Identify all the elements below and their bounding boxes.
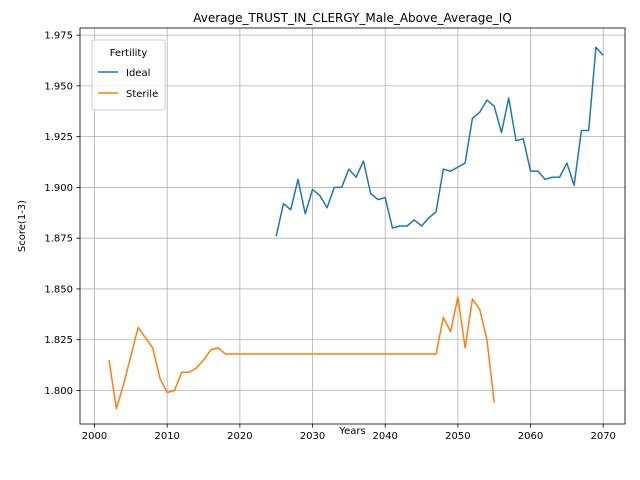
y-tick-label: 1.850 bbox=[44, 284, 73, 295]
y-tick-label: 1.925 bbox=[44, 132, 73, 143]
grid bbox=[80, 28, 625, 424]
x-tick-label: 2000 bbox=[82, 431, 107, 442]
y-axis-label: Score(1-3) bbox=[17, 200, 28, 252]
x-tick-label: 2010 bbox=[154, 431, 179, 442]
y-axis-ticks: 1.800 1.825 1.850 1.875 1.900 1.925 1.950 1.975 bbox=[44, 31, 80, 397]
y-tick-label: 1.875 bbox=[44, 234, 73, 245]
x-tick-label: 2030 bbox=[300, 431, 325, 442]
x-tick-label: 2040 bbox=[372, 431, 397, 442]
legend-label-sterile: Sterile bbox=[126, 89, 158, 100]
legend-label-ideal: Ideal bbox=[126, 68, 150, 79]
y-tick-label: 1.800 bbox=[44, 386, 73, 397]
x-axis-label: Years bbox=[338, 426, 365, 437]
x-axis-ticks: 2000 2010 2020 2030 2040 2050 2060 2070 bbox=[82, 424, 616, 442]
chart-title: Average_TRUST_IN_CLERGY_Male_Above_Avera… bbox=[193, 11, 512, 25]
y-tick-label: 1.900 bbox=[44, 183, 73, 194]
plot-frame bbox=[79, 27, 626, 425]
x-tick-label: 2020 bbox=[227, 431, 252, 442]
x-tick-label: 2060 bbox=[518, 431, 543, 442]
y-tick-label: 1.825 bbox=[44, 335, 73, 346]
series-lines bbox=[108, 46, 604, 410]
y-tick-label: 1.975 bbox=[44, 31, 73, 42]
x-tick-label: 2050 bbox=[445, 431, 470, 442]
series-line-sterile bbox=[108, 296, 495, 410]
y-tick-label: 1.950 bbox=[44, 81, 73, 92]
x-tick-label: 2070 bbox=[590, 431, 615, 442]
series-line-ideal bbox=[275, 46, 604, 237]
legend: Fertility Ideal Sterile bbox=[91, 39, 166, 111]
legend-title: Fertility bbox=[110, 48, 148, 59]
